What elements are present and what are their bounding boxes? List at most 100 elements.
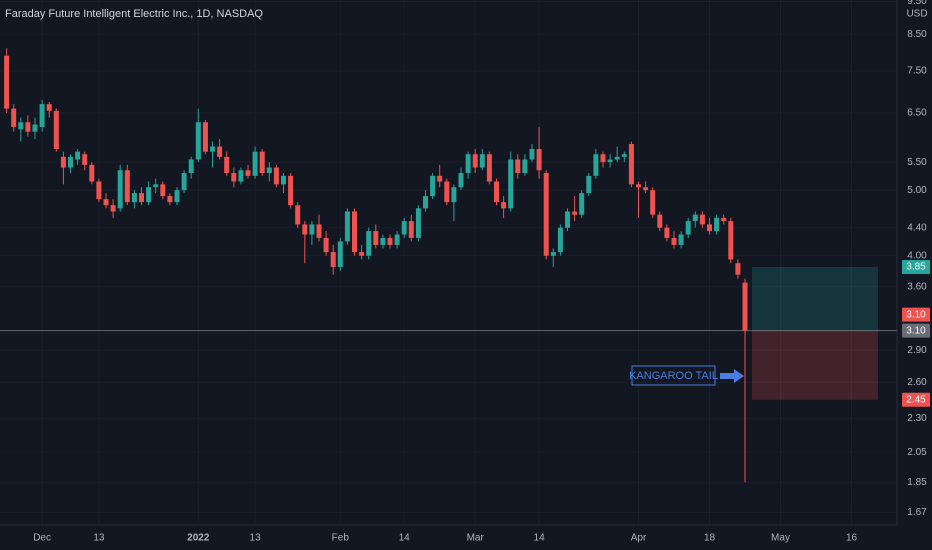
candle-body (245, 170, 251, 176)
x-tick-label: 14 (399, 533, 411, 544)
chart-title: Faraday Future Intelligent Electric Inc.… (5, 8, 263, 20)
x-tick-label: 14 (534, 533, 546, 544)
candle-body (486, 154, 492, 182)
candle-body (522, 159, 528, 174)
x-tick-label: 13 (93, 533, 105, 544)
y-tick-label: 4.40 (907, 222, 927, 233)
candle-body (366, 231, 372, 256)
candle-body (82, 154, 88, 165)
candle-body (139, 193, 144, 203)
candle-body (238, 170, 244, 182)
y-tick-label: 2.90 (907, 345, 927, 356)
candle-body (167, 196, 173, 203)
candle-body (11, 108, 17, 127)
candle-body (586, 175, 592, 194)
candle-body (46, 104, 52, 111)
candle-body (110, 205, 116, 212)
entry-label-bg (902, 323, 930, 338)
y-tick-label: 2.05 (907, 447, 927, 458)
candle-body (501, 202, 507, 209)
candle-body (671, 237, 677, 245)
candle-body (359, 252, 365, 256)
candle-body (117, 170, 123, 209)
y-tick-label: 5.50 (907, 157, 927, 168)
x-tick-label: Mar (467, 533, 485, 544)
target-label: 3.85 (906, 262, 926, 273)
candle-body (536, 149, 542, 171)
candle-body (281, 175, 286, 185)
candle-body (543, 173, 549, 256)
last-price-label-bg (902, 307, 930, 322)
candle-body (600, 154, 606, 163)
candle-body (572, 211, 578, 215)
candle-body (231, 173, 237, 182)
candle-body (53, 110, 59, 150)
candle-body (217, 146, 223, 157)
candle-body (394, 234, 400, 245)
candle-body (302, 224, 308, 235)
candle-body (643, 187, 649, 191)
candle-body (494, 181, 499, 203)
candle-body (707, 224, 712, 232)
candle-body (131, 193, 137, 203)
candle-body (685, 221, 691, 235)
x-tick-label: 2022 (187, 533, 210, 544)
candle-body (273, 167, 279, 185)
candle-body (124, 170, 130, 203)
candle-body (515, 159, 521, 174)
candle-body (678, 234, 684, 245)
candle-body (337, 241, 343, 267)
entry-label: 3.10 (906, 325, 926, 336)
candle-body (252, 151, 258, 176)
candle-body (423, 196, 428, 209)
candle-body (224, 156, 230, 174)
candle-body (408, 221, 414, 238)
candle-body (614, 156, 620, 160)
x-tick-label: Feb (332, 533, 350, 544)
candle-body (451, 187, 457, 203)
candle-body (39, 104, 45, 127)
candle-body (472, 154, 478, 168)
price-axis: 9.50 8.50 7.50 6.50 5.50 5.00 4.40 4.00 3.60 2.90… (902, 0, 930, 518)
candle-body (146, 187, 152, 203)
x-tick-label: 18 (704, 533, 716, 544)
candle-body (721, 217, 727, 222)
candle-body (288, 175, 294, 206)
candle-body (714, 217, 720, 232)
candle-body (32, 124, 38, 132)
candle-body (188, 159, 194, 174)
x-tick-label: Dec (33, 533, 51, 544)
candle-body (323, 237, 329, 253)
candle-body (664, 227, 670, 238)
last-price-label: 3.10 (906, 309, 926, 320)
candle-body (330, 252, 336, 267)
stop-zone (752, 330, 878, 400)
candle-body (465, 154, 471, 174)
candle-body (430, 175, 436, 197)
candle-body (565, 211, 570, 228)
target-zone (752, 266, 878, 331)
candle-body (344, 211, 350, 242)
x-tick-label: 13 (250, 533, 262, 544)
candle-body (650, 190, 656, 215)
grid (0, 0, 897, 525)
candle-body (266, 167, 272, 174)
candle-body (75, 151, 81, 160)
candle-body (380, 237, 386, 245)
y-tick-label: 7.50 (907, 66, 927, 77)
candle-body (621, 154, 627, 157)
y-tick-label: 2.30 (907, 413, 927, 424)
candles (4, 48, 748, 483)
x-tick-label: Apr (631, 533, 647, 544)
candle-body (699, 214, 705, 225)
candle-body (174, 190, 180, 203)
candle-body (458, 173, 464, 188)
candle-body (18, 122, 24, 130)
candle-body (607, 159, 613, 163)
candle-body (387, 237, 393, 245)
candle-body (628, 144, 634, 185)
candle-body (735, 263, 741, 275)
candle-body (373, 231, 379, 245)
candle-body (657, 214, 663, 228)
candle-body (437, 175, 443, 182)
